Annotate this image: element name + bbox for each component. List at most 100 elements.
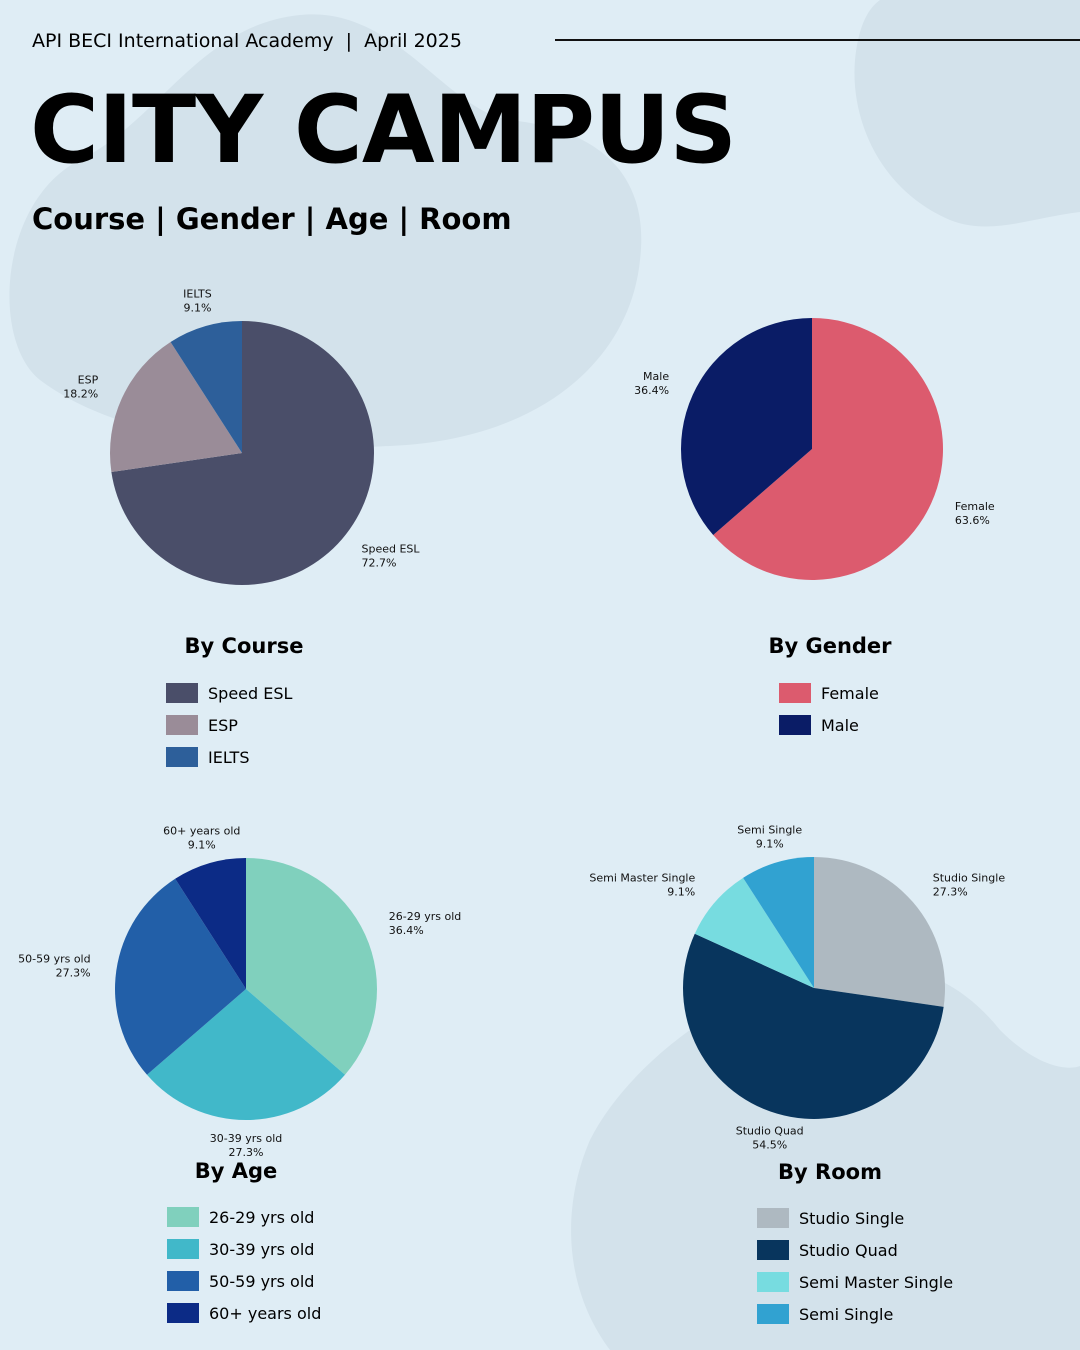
pie-slice-female [713,318,943,580]
header-separator: | [345,30,353,52]
slice-label-percent: 27.3% [933,885,968,898]
legend-label: ESP [208,715,238,735]
slice-label-50-59-yrs-old: 50-59 yrs old 27.3% [18,953,91,980]
legend-item-semi-master-single: Semi Master Single [757,1266,953,1298]
slice-label-female: Female 63.6% [955,500,995,527]
slice-label-name: 30-39 yrs old [210,1132,283,1145]
legend-swatch [167,1239,199,1259]
legend-swatch [757,1272,789,1292]
gender-chart-title: By Gender [768,634,892,658]
page-subtitle: Course | Gender | Age | Room [32,202,512,236]
legend-item-26-29-yrs-old: 26-29 yrs old [167,1201,321,1233]
legend-label: Studio Quad [799,1240,898,1260]
age-legend: 26-29 yrs old 30-39 yrs old 50-59 yrs old 6… [167,1201,321,1329]
slice-label-ielts: IELTS 9.1% [183,287,212,314]
legend-label: 30-39 yrs old [209,1239,315,1259]
pie-slice-esp [110,341,242,473]
legend-swatch [779,715,811,735]
legend-swatch [757,1304,789,1324]
legend-label: 26-29 yrs old [209,1207,315,1227]
age-chart-title: By Age [194,1159,278,1183]
slice-label-percent: 36.4% [634,384,669,397]
legend-label: Female [821,683,879,703]
slice-label-name: ESP [78,374,99,387]
slice-label-name: Female [955,500,995,513]
slice-label-60-years-old: 60+ years old 9.1% [163,824,240,851]
pie-slice-semi-single [743,857,814,988]
slice-label-name: 26-29 yrs old [389,910,462,923]
slice-label-semi-master-single: Semi Master Single 9.1% [589,871,695,898]
pie-slice-26-29-yrs-old [246,858,378,1075]
course-pie-chart: Speed ESL 72.7% ESP 18.2% IELTS 9.1% [63,287,420,585]
course-chart-title: By Course [184,634,304,658]
legend-swatch [167,1271,199,1291]
pie-slice-male [681,318,812,536]
pie-slice-studio-quad [683,933,944,1119]
pie-slice-speed-esl [111,321,374,585]
legend-label: 60+ years old [209,1303,322,1323]
legend-item-male: Male [779,709,879,741]
legend-label: 50-59 yrs old [209,1271,315,1291]
pie-slice-studio-single [814,857,945,1007]
slice-label-percent: 9.1% [183,301,211,314]
slice-label-name: Studio Quad [736,1125,804,1138]
legend-item-studio-single: Studio Single [757,1202,953,1234]
slice-label-percent: 27.3% [229,1146,264,1159]
pie-slice-ielts [170,321,242,453]
background-blob-bottom-right [571,965,1080,1350]
legend-item-semi-single: Semi Single [757,1298,953,1330]
slice-label-name: Male [643,370,669,383]
gender-pie-chart: Female 63.6% Male 36.4% [634,318,995,580]
slice-label-percent: 9.1% [756,837,784,850]
slice-label-percent: 63.6% [955,514,990,527]
background-blob-top-right [854,0,1080,227]
legend-swatch [166,715,198,735]
pie-slice-30-39-yrs-old [146,989,346,1120]
slice-label-name: Studio Single [933,871,1006,884]
legend-item-studio-quad: Studio Quad [757,1234,953,1266]
legend-label: IELTS [208,747,250,767]
legend-item-30-39-yrs-old: 30-39 yrs old [167,1233,321,1265]
legend-swatch [779,683,811,703]
legend-swatch [167,1303,199,1323]
legend-swatch [166,683,198,703]
room-chart-title: By Room [778,1160,882,1184]
gender-legend: Female Male [779,677,879,741]
page-title: CITY CAMPUS [30,76,737,185]
slice-label-name: Semi Master Single [589,871,695,884]
legend-item-esp: ESP [166,709,292,741]
slice-label-percent: 54.5% [752,1139,787,1152]
slice-label-name: 50-59 yrs old [18,953,91,966]
slice-label-name: Semi Single [737,823,802,836]
legend-item-50-59-yrs-old: 50-59 yrs old [167,1265,321,1297]
legend-swatch [757,1240,789,1260]
header-organization-line: API BECI International Academy | April 2… [32,30,462,52]
slice-label-percent: 72.7% [361,556,396,569]
slice-label-esp: ESP 18.2% [63,374,98,401]
course-legend: Speed ESL ESP IELTS [166,677,292,773]
background-blob-top-left [9,14,642,448]
slice-label-percent: 27.3% [56,967,91,980]
slice-label-26-29-yrs-old: 26-29 yrs old 36.4% [389,910,462,937]
legend-item-female: Female [779,677,879,709]
slice-label-speed-esl: Speed ESL 72.7% [361,542,420,569]
room-pie-chart: Studio Single 27.3% Studio Quad 54.5% Semi M… [589,823,1006,1152]
legend-label: Semi Single [799,1304,894,1324]
age-pie-chart: 26-29 yrs old 36.4%30-39 yrs old 27.3%50-5… [18,824,462,1159]
pie-slice-60-years-old [175,858,246,989]
pie-slice-semi-master-single [694,877,814,988]
legend-label: Studio Single [799,1208,905,1228]
pie-slice-50-59-yrs-old [115,878,246,1075]
slice-label-percent: 18.2% [63,388,98,401]
legend-label: Male [821,715,859,735]
legend-swatch [166,747,198,767]
legend-label: Semi Master Single [799,1272,954,1292]
slice-label-male: Male 36.4% [634,370,669,397]
room-legend: Studio Single Studio Quad Semi Master Sing… [757,1202,953,1330]
legend-item-speed-esl: Speed ESL [166,677,292,709]
slice-label-30-39-yrs-old: 30-39 yrs old 27.3% [210,1132,283,1159]
slice-label-studio-quad: Studio Quad 54.5% [736,1125,804,1152]
slice-label-percent: 9.1% [667,885,695,898]
header-rule [555,39,1080,41]
